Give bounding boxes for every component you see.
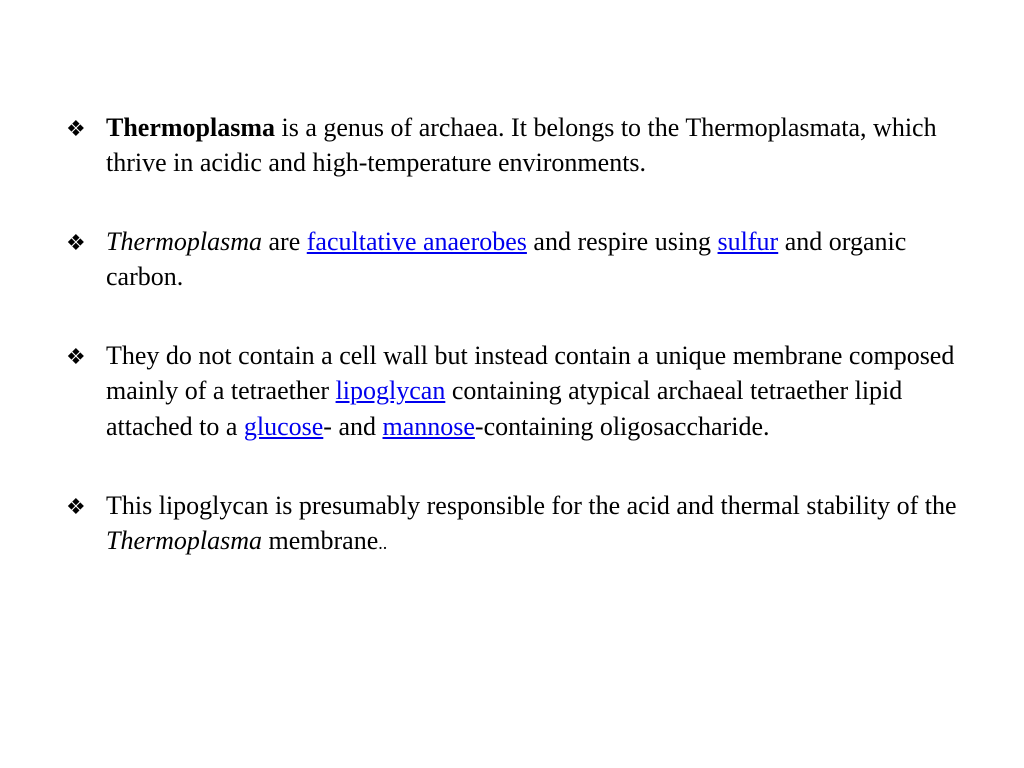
diamond-bullet-icon: ❖ (66, 342, 86, 372)
bullet-text: They do not contain a cell wall but inst… (106, 341, 954, 440)
link-sulfur[interactable]: sulfur (718, 227, 779, 256)
diamond-bullet-icon: ❖ (66, 114, 86, 144)
bullet-text: Thermoplasma are facultative anaerobes a… (106, 227, 906, 291)
diamond-bullet-icon: ❖ (66, 228, 86, 258)
text-run: membrane (262, 526, 378, 555)
bullet-text: This lipoglycan is presumably responsibl… (106, 491, 957, 555)
link-mannose[interactable]: mannose (383, 412, 475, 441)
bullet-item: ❖ They do not contain a cell wall but in… (60, 338, 964, 443)
bullet-item: ❖ This lipoglycan is presumably responsi… (60, 488, 964, 558)
term-bold: Thermoplasma (106, 113, 275, 142)
bullet-text: Thermoplasma is a genus of archaea. It b… (106, 113, 937, 177)
trailing-dots: .. (378, 533, 387, 553)
text-run: are (262, 227, 307, 256)
link-facultative-anaerobes[interactable]: facultative anaerobes (307, 227, 527, 256)
term-italic: Thermoplasma (106, 227, 262, 256)
bullet-item: ❖ Thermoplasma are facultative anaerobes… (60, 224, 964, 294)
slide-bullet-list: ❖ Thermoplasma is a genus of archaea. It… (60, 110, 964, 558)
link-lipoglycan[interactable]: lipoglycan (336, 376, 446, 405)
text-run: This lipoglycan is presumably responsibl… (106, 491, 957, 520)
text-run: -containing oligosaccharide. (475, 412, 770, 441)
term-italic: Thermoplasma (106, 526, 262, 555)
text-run: and respire using (527, 227, 718, 256)
link-glucose[interactable]: glucose (244, 412, 323, 441)
diamond-bullet-icon: ❖ (66, 492, 86, 522)
text-run: - and (323, 412, 382, 441)
bullet-item: ❖ Thermoplasma is a genus of archaea. It… (60, 110, 964, 180)
